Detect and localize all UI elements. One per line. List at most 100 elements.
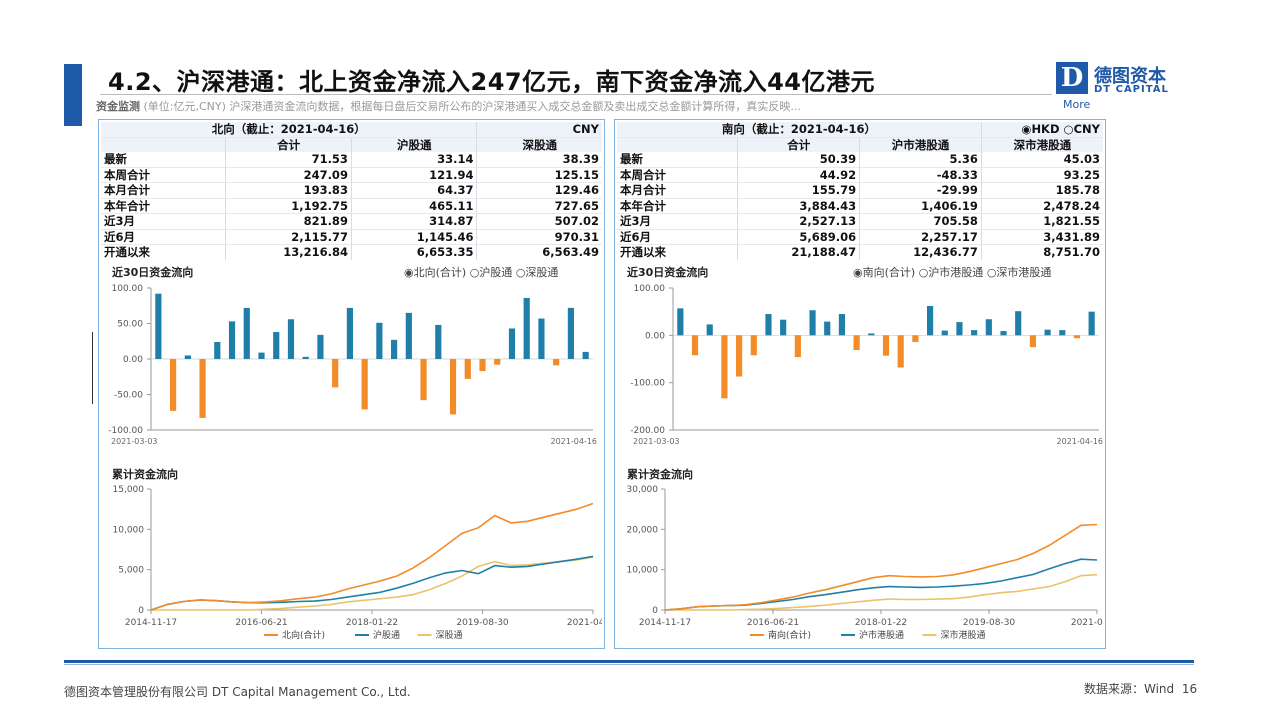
bar [155, 293, 162, 359]
radio-icon[interactable]: ○ [515, 266, 526, 279]
bar [912, 335, 919, 342]
radio-hkd-icon[interactable]: ◉ [1021, 122, 1032, 136]
table-cell: 45.03 [980, 152, 1103, 167]
y-tick-label: 0 [138, 606, 144, 616]
table-cell: 12,436.77 [859, 244, 982, 260]
legend-label: 沪股通 [373, 629, 400, 641]
radio-icon[interactable]: ○ [469, 266, 480, 279]
south-cum-title: 累计资金流向 [627, 468, 693, 481]
table-cell: 6,563.49 [476, 244, 602, 260]
bar [882, 335, 890, 356]
radio-cny-icon[interactable]: ○ [1063, 122, 1074, 136]
south-flow-legend: ◉南向(合计) ○沪市港股通 ○深市港股通 [853, 264, 1051, 280]
row-label: 本月合计 [101, 182, 226, 198]
table-header-row: 北向（截止：2021-04-16） CNY [101, 122, 602, 137]
bar [1029, 335, 1036, 348]
bar [853, 335, 860, 351]
bar [691, 335, 699, 356]
bar [199, 359, 206, 418]
table-row: 开通以来 21,188.47 12,436.77 8,751.70 [617, 244, 1103, 260]
table-row: 近6月 5,689.06 2,257.17 3,431.89 [617, 228, 1103, 245]
currency-option[interactable]: CNY [1073, 122, 1100, 136]
y-tick-label: -100.00 [630, 379, 665, 389]
x-tick-label: 2018-01-22 [346, 618, 398, 628]
series-line [665, 573, 1098, 611]
table-cell: 64.37 [350, 182, 477, 198]
table-row: 本年合计 3,884.43 1,406.19 2,478.24 [617, 197, 1103, 214]
table-row: 本周合计 44.92 -48.33 93.25 [617, 166, 1103, 183]
x-tick-label: 2021-04-13 [567, 618, 602, 628]
x-tick-label: 2014-11-17 [125, 618, 177, 628]
x-tick-label: 2016-06-21 [235, 618, 287, 628]
bar [1059, 330, 1066, 336]
y-tick-label: 100.00 [112, 284, 144, 294]
north-flow-title: 近30日资金流向 [112, 266, 194, 279]
bar [765, 314, 772, 336]
x-tick-label: 2021-04-13 [1071, 618, 1103, 628]
row-label: 最新 [104, 152, 127, 166]
table-row: 开通以来 13,216.84 6,653.35 6,563.49 [101, 244, 602, 260]
y-tick-label: -50.00 [114, 391, 143, 401]
title-accent-bar [64, 64, 82, 126]
legend-label: 深市港股通 [941, 629, 986, 641]
bar [435, 324, 442, 359]
bar [258, 352, 265, 359]
table-cell: 314.87 [350, 213, 477, 229]
table-cell: 821.89 [225, 213, 352, 229]
bar [317, 334, 324, 359]
table-cell: 129.46 [476, 182, 602, 198]
bar [214, 341, 221, 359]
south-cum-chart: 30,000 20,000 10,000 0 2014-11-17 2016-06-21 2… [627, 485, 1104, 641]
table-cell: 21,188.47 [737, 244, 860, 260]
x-tick-label: 2014-11-17 [639, 618, 691, 628]
row-label: 开通以来 [617, 244, 738, 260]
row-label: 近6月 [101, 228, 226, 245]
table-column-row: 合计 沪股通 深股通 [101, 136, 602, 152]
bar [897, 335, 904, 368]
bar [464, 359, 471, 379]
x-tick-label: 2019-08-30 [456, 618, 509, 628]
row-label: 最新 [620, 152, 643, 166]
table-cell: 3,431.89 [980, 228, 1103, 245]
radio-icon[interactable]: ◉ [404, 266, 414, 279]
table-cell: 8,751.70 [980, 244, 1103, 260]
page-title: 4.2、沪深港通：北上资金净流入247亿元，南下资金净流入44亿港元 [108, 68, 876, 96]
radio-icon[interactable]: ○ [918, 266, 929, 279]
x-tick-label: 2021-04-16 [551, 437, 598, 446]
bar [523, 297, 530, 359]
north-table: 北向（截止：2021-04-16） CNY 合计 沪股通 深股通 最新 71.53… [101, 122, 602, 260]
title-divider [100, 94, 1052, 95]
table-cell: 93.25 [980, 166, 1103, 183]
radio-icon[interactable]: ○ [986, 266, 997, 279]
table-row: 最新 50.39 5.36 45.03 [617, 152, 1103, 167]
y-tick-label: 15,000 [113, 485, 145, 495]
column-header: 沪股通 [350, 136, 477, 152]
column-header: 深股通 [476, 136, 602, 152]
row-label: 本周合计 [101, 166, 226, 183]
bar [376, 322, 383, 359]
bar [941, 330, 948, 336]
row-label: 近6月 [617, 228, 738, 245]
bar [170, 359, 177, 411]
table-row: 近3月 821.89 314.87 507.02 [101, 213, 602, 229]
bar [420, 359, 427, 401]
row-label: 本年合计 [101, 197, 226, 214]
bar [971, 330, 978, 336]
bar [736, 335, 743, 377]
currency-option[interactable]: HKD [1031, 122, 1060, 136]
bar [794, 335, 801, 358]
bar [508, 328, 516, 359]
bar [553, 359, 560, 366]
table-cell: 193.83 [225, 182, 352, 198]
row-label: 近3月 [101, 213, 226, 229]
table-cell: 247.09 [225, 166, 352, 183]
bar [567, 307, 574, 359]
more-link[interactable]: More [1063, 98, 1091, 111]
bar [838, 314, 846, 336]
table-row: 本月合计 155.79 -29.99 185.78 [617, 182, 1103, 198]
bar [926, 305, 934, 336]
legend-label: 北向(合计) [282, 629, 325, 641]
bar [824, 321, 831, 336]
radio-icon[interactable]: ◉ [853, 266, 863, 279]
